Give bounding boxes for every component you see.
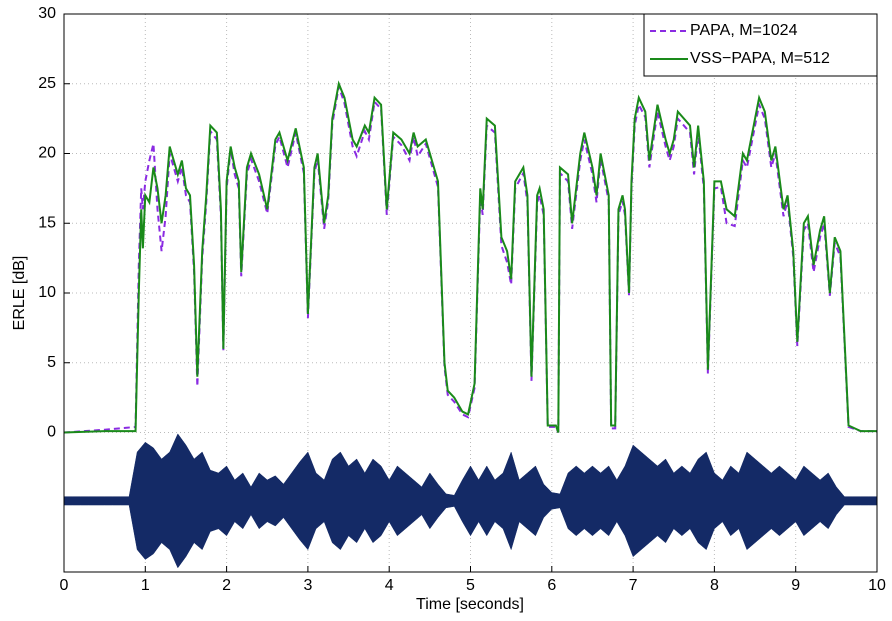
- x-tick-label: 3: [303, 577, 312, 594]
- y-tick-label: 10: [38, 284, 56, 301]
- x-tick-label: 5: [466, 577, 475, 594]
- x-tick-label: 2: [222, 577, 231, 594]
- x-tick-label: 8: [710, 577, 719, 594]
- x-tick-label: 7: [629, 577, 638, 594]
- legend-box: [643, 13, 878, 77]
- axes-frame: [63, 13, 878, 573]
- y-tick-label: 30: [38, 5, 56, 22]
- legend-label: PAPA, M=1024: [690, 22, 798, 39]
- series-line: [63, 80, 877, 434]
- x-tick-label: 0: [60, 577, 69, 594]
- x-tick-label: 9: [791, 577, 800, 594]
- y-axis-label: ERLE [dB]: [11, 256, 28, 331]
- x-tick-label: 1: [141, 577, 150, 594]
- x-tick-label: 10: [868, 577, 886, 594]
- y-tick-label: 20: [38, 145, 56, 162]
- y-tick-label: 5: [47, 354, 56, 371]
- x-tick-label: 6: [547, 577, 556, 594]
- y-tick-label: 25: [38, 75, 56, 92]
- y-tick-label: 0: [47, 424, 56, 441]
- x-tick-label: 4: [385, 577, 394, 594]
- x-axis-label: Time [seconds]: [416, 596, 524, 613]
- legend-label: VSS−PAPA, M=512: [690, 50, 830, 67]
- y-tick-label: 15: [38, 214, 56, 231]
